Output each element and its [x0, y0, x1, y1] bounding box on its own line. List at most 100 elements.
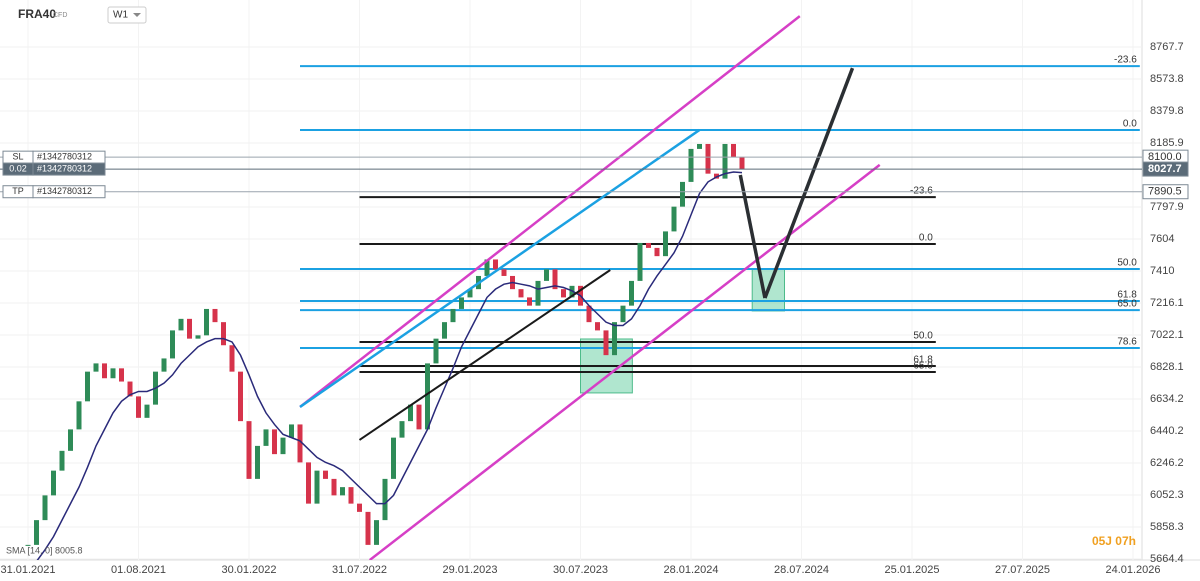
order-id-box — [32, 185, 106, 199]
fib-label: 0.0 — [1123, 119, 1137, 130]
y-tick-label: 8185.9 — [1150, 137, 1184, 149]
order-id: #1342780312 — [37, 163, 92, 173]
price-tag-label: 8100.0 — [1148, 151, 1182, 163]
y-tick-label: 6634.2 — [1150, 393, 1184, 405]
x-tick-label: 24.01.2026 — [1105, 564, 1160, 576]
candle — [127, 381, 133, 397]
candle — [544, 269, 549, 281]
order-tag-label: 0.02 — [9, 163, 27, 173]
x-tick-label: 01.08.2021 — [111, 564, 166, 576]
price-tag-label: 7890.5 — [1148, 186, 1182, 198]
trend-line — [299, 128, 701, 408]
candle — [680, 181, 685, 207]
timeframe[interactable]: W1 — [113, 10, 128, 21]
order-tag-label: TP — [12, 186, 24, 196]
x-tick-label: 25.01.2025 — [884, 564, 939, 576]
candle — [671, 206, 677, 232]
candle — [59, 450, 65, 471]
candle — [382, 478, 388, 521]
trend-line — [358, 269, 611, 441]
y-tick-label: 6246.2 — [1150, 457, 1184, 469]
y-tick-label: 5664.4 — [1150, 553, 1184, 565]
fib-label: 78.6 — [1117, 337, 1137, 348]
candle — [229, 345, 235, 372]
candle — [272, 429, 277, 455]
fib-label: 50.0 — [1117, 258, 1137, 269]
candle — [493, 259, 498, 270]
candle — [280, 437, 286, 455]
candle — [467, 289, 473, 298]
candle — [102, 363, 107, 379]
candle — [348, 487, 354, 504]
candle — [51, 470, 56, 496]
x-tick-label: 31.01.2021 — [0, 564, 55, 576]
y-tick-label: 8379.8 — [1150, 105, 1184, 117]
x-tick-label: 28.07.2024 — [774, 564, 829, 576]
candle — [289, 424, 294, 438]
x-tick-label: 29.01.2023 — [442, 564, 497, 576]
candle — [195, 335, 201, 339]
candle — [663, 231, 668, 257]
symbol[interactable]: FRA40 — [18, 7, 56, 21]
candle — [187, 318, 192, 339]
candle — [450, 308, 456, 323]
candle — [705, 143, 711, 174]
price-tag — [1142, 161, 1189, 177]
sma-line — [36, 171, 743, 560]
candle — [119, 368, 124, 382]
timeframe-select[interactable] — [107, 6, 147, 24]
fib-label: 61.8 — [913, 355, 933, 366]
y-tick-label: 6440.2 — [1150, 425, 1184, 437]
fib-label: 0.0 — [919, 233, 933, 244]
candle — [654, 247, 660, 257]
y-tick-label: 7410 — [1150, 265, 1174, 277]
y-tick-label: 7216.1 — [1150, 297, 1184, 309]
price-tag-label: 8027.7 — [1148, 163, 1182, 175]
indicator-label[interactable]: SMA [14, 0] 8005.8 — [6, 545, 83, 555]
candle — [306, 462, 311, 504]
trend-line — [738, 174, 767, 299]
candle — [391, 437, 396, 479]
candle — [612, 322, 617, 356]
candle — [637, 242, 643, 281]
candle — [136, 396, 141, 418]
dropdown-arrow[interactable] — [133, 13, 141, 17]
order-tag-label: SL — [12, 152, 23, 162]
order-id-box — [32, 162, 106, 176]
x-tick-label: 30.01.2022 — [221, 564, 276, 576]
candle — [297, 424, 303, 463]
fib-label: 50.0 — [913, 331, 933, 342]
candle — [263, 429, 269, 446]
plot-area: -23.60.050.061.865.078.6-23.60.050.061.8… — [0, 15, 1142, 560]
fib-label: 61.8 — [1117, 290, 1137, 301]
candle — [93, 363, 99, 372]
candle — [518, 289, 524, 298]
order-id: #1342780312 — [37, 186, 92, 196]
candle — [561, 289, 566, 298]
y-tick-label: 8767.7 — [1150, 41, 1184, 53]
y-tick-label: 7797.9 — [1150, 201, 1184, 213]
trend-line — [299, 15, 801, 408]
candle — [25, 544, 31, 546]
candle — [484, 259, 490, 276]
candle — [331, 478, 337, 496]
fib-label: 65.0 — [913, 361, 933, 372]
y-tick-label: 6828.1 — [1150, 361, 1184, 373]
x-tick-label: 27.07.2025 — [995, 564, 1050, 576]
candle — [238, 371, 243, 422]
candle — [110, 368, 116, 379]
candle — [204, 308, 209, 336]
candle — [178, 318, 184, 331]
candle — [442, 322, 447, 339]
x-tick-label: 31.07.2022 — [332, 564, 387, 576]
candle — [739, 157, 745, 170]
candle — [595, 322, 600, 331]
candle — [416, 404, 422, 430]
candle — [246, 421, 252, 479]
candle — [357, 503, 362, 512]
candle — [255, 445, 260, 479]
candle — [42, 495, 48, 521]
y-tick-label: 7022.1 — [1150, 329, 1184, 341]
